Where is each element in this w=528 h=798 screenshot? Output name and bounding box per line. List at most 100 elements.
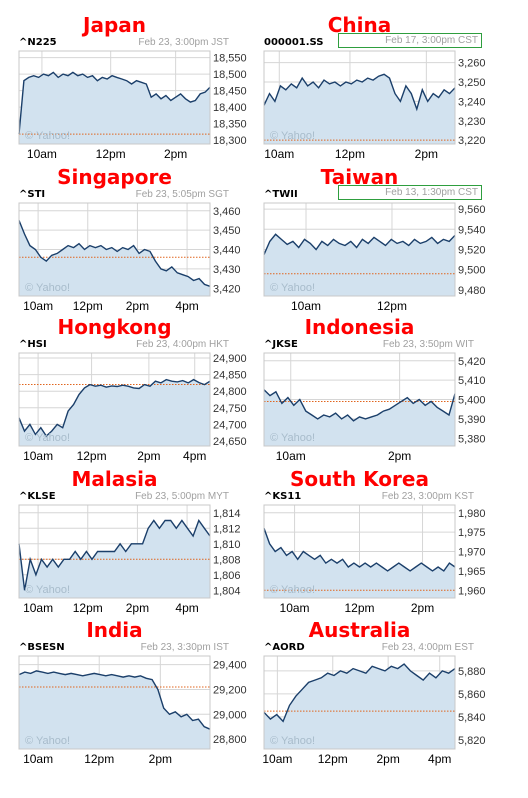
ticker-symbol: ^N225	[19, 37, 57, 48]
x-tick-label: 4pm	[428, 752, 451, 766]
y-tick-label: 18,450	[213, 86, 247, 98]
ticker-symbol: ^KS11	[264, 491, 302, 502]
ticker-symbol: ^KLSE	[19, 491, 56, 502]
timestamp: Feb 23, 5:05pm SGT	[135, 189, 229, 200]
y-tick-label: 1,970	[458, 547, 486, 559]
ticker-symbol: ^TWII	[264, 189, 298, 200]
ticker-symbol: ^BSESN	[19, 642, 65, 653]
x-tick-label: 12pm	[344, 601, 374, 615]
chart-title: Indonesia	[304, 315, 415, 339]
plot-frame	[18, 504, 211, 599]
series-line	[263, 663, 456, 723]
chart-title: Australia	[308, 618, 411, 642]
y-tick-label: 1,810	[213, 539, 241, 551]
panel-australia: Australia ^AORD Feb 23, 4:00pm EST © Yahoo!…	[262, 617, 512, 767]
x-tick-label: 2pm	[388, 449, 411, 463]
y-tick-label: 3,440	[213, 245, 241, 257]
series-line	[263, 528, 456, 572]
x-tick-label: 12pm	[377, 299, 407, 313]
x-tick-label: 10am	[280, 601, 310, 615]
y-tick-label: 3,450	[213, 225, 241, 237]
x-tick-label: 2pm	[415, 147, 438, 161]
timestamp: Feb 23, 3:00pm JST	[138, 37, 229, 48]
yahoo-watermark: © Yahoo!	[270, 282, 315, 294]
chart-title: Japan	[83, 13, 146, 37]
y-tick-label: 29,200	[213, 684, 247, 696]
y-tick-label: 3,240	[458, 96, 486, 108]
x-tick-label: 2pm	[126, 601, 149, 615]
y-tick-label: 5,860	[458, 689, 486, 701]
plot-india: © Yahoo! 29,400 29,200 29,000 28,800 10am 12pm…	[18, 655, 247, 766]
x-tick-label: 12pm	[84, 752, 114, 766]
chart-title: India	[86, 618, 143, 642]
y-tick-label: 3,430	[213, 264, 241, 276]
x-tick-label: 12pm	[318, 752, 348, 766]
y-tick-label: 1,804	[213, 585, 241, 597]
y-tick-label: 18,300	[213, 135, 247, 147]
y-tick-label: 1,814	[213, 508, 241, 520]
x-tick-label: 12pm	[77, 449, 107, 463]
x-tick-label: 10am	[264, 147, 294, 161]
yahoo-watermark: © Yahoo!	[270, 432, 315, 444]
x-tick-label: 4pm	[183, 449, 206, 463]
plot-frame	[18, 202, 211, 297]
y-tick-label: 18,550	[213, 53, 247, 65]
y-tick-label: 29,000	[213, 709, 247, 721]
y-tick-label: 9,540	[458, 224, 486, 236]
plot-singapore: © Yahoo! 3,460 3,450 3,440 3,430 3,420 10am 12p…	[18, 202, 241, 313]
timestamp: Feb 13, 1:30pm CST	[338, 185, 482, 200]
y-tick-label: 1,965	[458, 566, 486, 578]
timestamp: Feb 23, 5:00pm MYT	[135, 491, 229, 502]
y-tick-label: 5,410	[458, 375, 486, 387]
plot-frame	[18, 352, 211, 447]
y-tick-label: 24,900	[213, 353, 247, 365]
timestamp: Feb 23, 3:00pm KST	[381, 491, 474, 502]
series-area	[19, 379, 210, 446]
ticker-symbol: 000001.SS	[264, 37, 324, 48]
x-tick-label: 2pm	[376, 752, 399, 766]
panel-china: China 000001.SS Feb 17, 3:00pm CST © Yahoo!…	[262, 12, 512, 162]
yahoo-watermark: © Yahoo!	[25, 584, 70, 596]
x-tick-label: 4pm	[175, 299, 198, 313]
timestamp: Feb 17, 3:00pm CST	[338, 33, 482, 48]
series-line	[18, 378, 211, 438]
panel-south-korea: South Korea ^KS11 Feb 23, 3:00pm KST © Yaho…	[262, 466, 512, 616]
series-area	[264, 528, 455, 598]
y-tick-label: 9,520	[458, 245, 486, 257]
y-tick-label: 1,812	[213, 523, 241, 535]
series-area	[264, 389, 455, 446]
plot-frame	[18, 655, 211, 750]
series-area	[19, 670, 210, 749]
series-area	[19, 220, 210, 296]
series-line	[263, 73, 456, 112]
series-area	[19, 520, 210, 598]
y-tick-label: 5,420	[458, 356, 486, 368]
plot-taiwan: © Yahoo! 9,560 9,540 9,520 9,500 9,480 10am 12p…	[263, 202, 486, 313]
panel-malasia: Malasia ^KLSE Feb 23, 5:00pm MYT © Yahoo! 1,…	[17, 466, 267, 616]
x-tick-label: 2pm	[164, 147, 187, 161]
series-area	[264, 234, 455, 296]
yahoo-watermark: © Yahoo!	[25, 735, 70, 747]
yahoo-watermark: © Yahoo!	[25, 130, 70, 142]
panel-indonesia: Indonesia ^JKSE Feb 23, 3:50pm WIT © Yahoo!…	[262, 314, 512, 464]
x-tick-label: 2pm	[149, 752, 172, 766]
chart-title: Singapore	[57, 165, 172, 189]
y-tick-label: 28,800	[213, 734, 247, 746]
x-tick-label: 12pm	[335, 147, 365, 161]
y-tick-label: 18,500	[213, 69, 247, 81]
plot-australia: © Yahoo! 5,880 5,860 5,840 5,820 10am 12pm 2pm 4…	[262, 655, 486, 766]
series-line	[18, 519, 211, 591]
plot-malasia: © Yahoo! 1,814 1,812 1,810 1,808 1,806 1,804 10…	[18, 504, 241, 615]
y-tick-label: 5,380	[458, 433, 486, 445]
x-tick-label: 10am	[276, 449, 306, 463]
yahoo-watermark: © Yahoo!	[25, 432, 70, 444]
chart-title: Malasia	[71, 467, 158, 491]
y-tick-label: 3,260	[458, 58, 486, 70]
y-tick-label: 1,980	[458, 508, 486, 520]
y-tick-label: 5,390	[458, 414, 486, 426]
x-tick-label: 10am	[262, 752, 292, 766]
y-tick-label: 5,840	[458, 712, 486, 724]
panel-hongkong: Hongkong ^HSI Feb 23, 4:00pm HKT © Yahoo! 24…	[17, 314, 267, 464]
plot-south-korea: © Yahoo! 1,980 1,975 1,970 1,965 1,960 10am 12p…	[263, 504, 486, 615]
series-line	[18, 71, 211, 135]
